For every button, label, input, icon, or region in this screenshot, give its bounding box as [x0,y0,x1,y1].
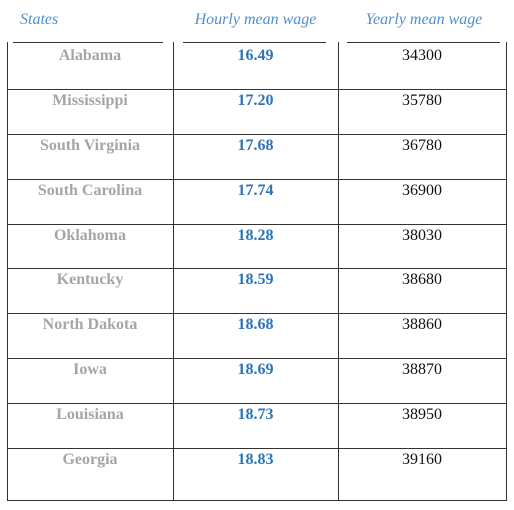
table-cell: 17.74 [237,182,274,199]
table-border [7,500,507,501]
row-border [7,268,507,269]
row-border [7,134,507,135]
row-border [7,179,507,180]
table-cell: Iowa [73,361,107,378]
table-cell: 18.73 [237,406,274,423]
table-cell: Oklahoma [53,227,126,244]
table-cell: 18.68 [237,316,274,333]
table-cell: 18.59 [237,271,274,288]
row-border [7,403,507,404]
header-cell: Hourly mean wage [194,11,317,28]
table-cell: South Virginia [39,137,141,154]
table-cell: 38870 [402,361,442,378]
table-border [338,42,339,500]
table-cell: Louisiana [56,406,124,423]
row-border [7,448,507,449]
header-rule [13,42,163,43]
table-cell: 34300 [402,47,442,64]
table-cell: 38030 [402,227,442,244]
table-cell: 35780 [402,92,442,109]
table-cell: 17.68 [237,137,274,154]
table-cell: 39160 [402,451,442,468]
header-rule [183,42,326,43]
table-cell: 36900 [402,182,442,199]
table-cell: 18.83 [237,451,274,468]
table-cell: Mississippi [52,92,128,109]
table-cell: 38680 [402,271,442,288]
row-border [7,224,507,225]
header-rule [347,42,500,43]
table-cell: North Dakota [42,316,138,333]
table-cell: 38950 [402,406,442,423]
table-cell: 17.20 [237,92,274,109]
table-border [173,42,174,500]
table-cell: 16.49 [237,47,274,64]
table-cell: 18.69 [237,361,274,378]
header-cell: Yearly mean wage [365,11,483,28]
header-cell: States [20,11,59,28]
table-cell: 18.28 [237,227,274,244]
table-cell: 36780 [402,137,442,154]
table-cell: Alabama [58,47,122,64]
table-border [506,42,507,500]
table-cell: Georgia [62,451,118,468]
row-border [7,313,507,314]
table-border [7,42,8,500]
row-border [7,89,507,90]
table-cell: 38860 [402,316,442,333]
table-cell: South Carolina [37,182,143,199]
table-cell: Kentucky [56,271,124,288]
row-border [7,358,507,359]
